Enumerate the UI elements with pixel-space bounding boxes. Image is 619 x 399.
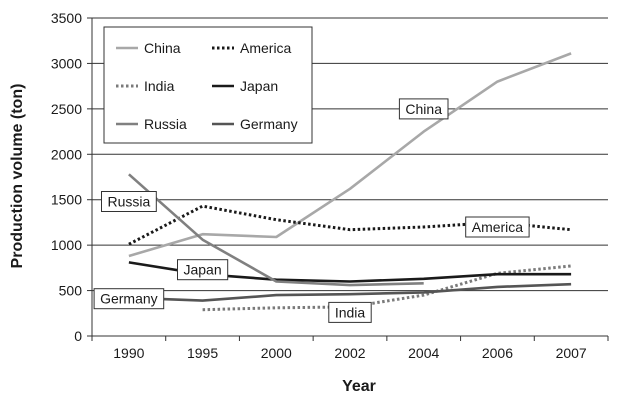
- annotation-japan: Japan: [177, 259, 229, 281]
- legend-label-india: India: [144, 78, 175, 94]
- annotation-box: [328, 301, 372, 323]
- y-tick-label-3000: 3000: [51, 55, 82, 71]
- annotation-label: America: [472, 219, 524, 235]
- x-tick-label-2000: 2000: [261, 345, 292, 361]
- y-tick-label-1000: 1000: [51, 237, 82, 253]
- x-axis-title: Year: [342, 378, 376, 395]
- annotation-box: [465, 216, 530, 238]
- annotation-china: China: [398, 98, 449, 120]
- annotation-label: Russia: [107, 194, 150, 210]
- legend-box: [103, 26, 313, 144]
- annotation-box: [177, 259, 229, 281]
- annotation-germany: Germany: [93, 288, 165, 310]
- legend-label-china: China: [144, 40, 181, 56]
- y-tick-label-2500: 2500: [51, 101, 82, 117]
- legend-label-russia: Russia: [144, 116, 187, 132]
- y-tick-label-3500: 3500: [51, 10, 82, 26]
- annotations: China America Russia Japan Germany India: [93, 98, 530, 323]
- annotation-box: [93, 288, 165, 310]
- annotation-india: India: [328, 301, 372, 323]
- x-tick-label-1995: 1995: [187, 345, 218, 361]
- series-line-russia: [128, 173, 424, 287]
- x-tick-label-2004: 2004: [408, 345, 439, 361]
- y-axis-title: Production volume (ton): [9, 84, 26, 269]
- x-tick-label-2007: 2007: [556, 345, 587, 361]
- legend-label-japan: Japan: [240, 78, 278, 94]
- x-tick-label-1990: 1990: [113, 345, 144, 361]
- annotation-america: America: [465, 216, 530, 238]
- annotation-box: [101, 191, 157, 212]
- annotation-russia: Russia: [101, 191, 157, 212]
- annotation-label: China: [405, 101, 442, 117]
- annotation-box: [398, 98, 449, 120]
- series-line-america: [128, 204, 572, 246]
- x-tick-label-2006: 2006: [482, 345, 513, 361]
- annotation-label: Japan: [183, 262, 221, 278]
- x-tick-label-2002: 2002: [334, 345, 365, 361]
- annotation-label: India: [335, 304, 366, 320]
- series-line-germany: [128, 282, 572, 302]
- legend-label-germany: Germany: [240, 116, 298, 132]
- legend-label-america: America: [240, 40, 292, 56]
- series-line-india: [202, 264, 572, 312]
- y-tick-label-0: 0: [74, 328, 82, 344]
- series-line-china: [128, 52, 572, 258]
- x-axis-ticks: 1990 1995 2000 2002 2004 2006 2007: [91, 336, 609, 361]
- y-tick-label-500: 500: [59, 283, 83, 299]
- y-axis-ticks: 0 500 1000 1500 2000 2500 3000 3500: [51, 10, 92, 344]
- legend: China America India Japan Russia Germany: [103, 26, 313, 144]
- annotation-label: Germany: [100, 291, 158, 307]
- y-tick-label-1500: 1500: [51, 192, 82, 208]
- y-tick-label-2000: 2000: [51, 146, 82, 162]
